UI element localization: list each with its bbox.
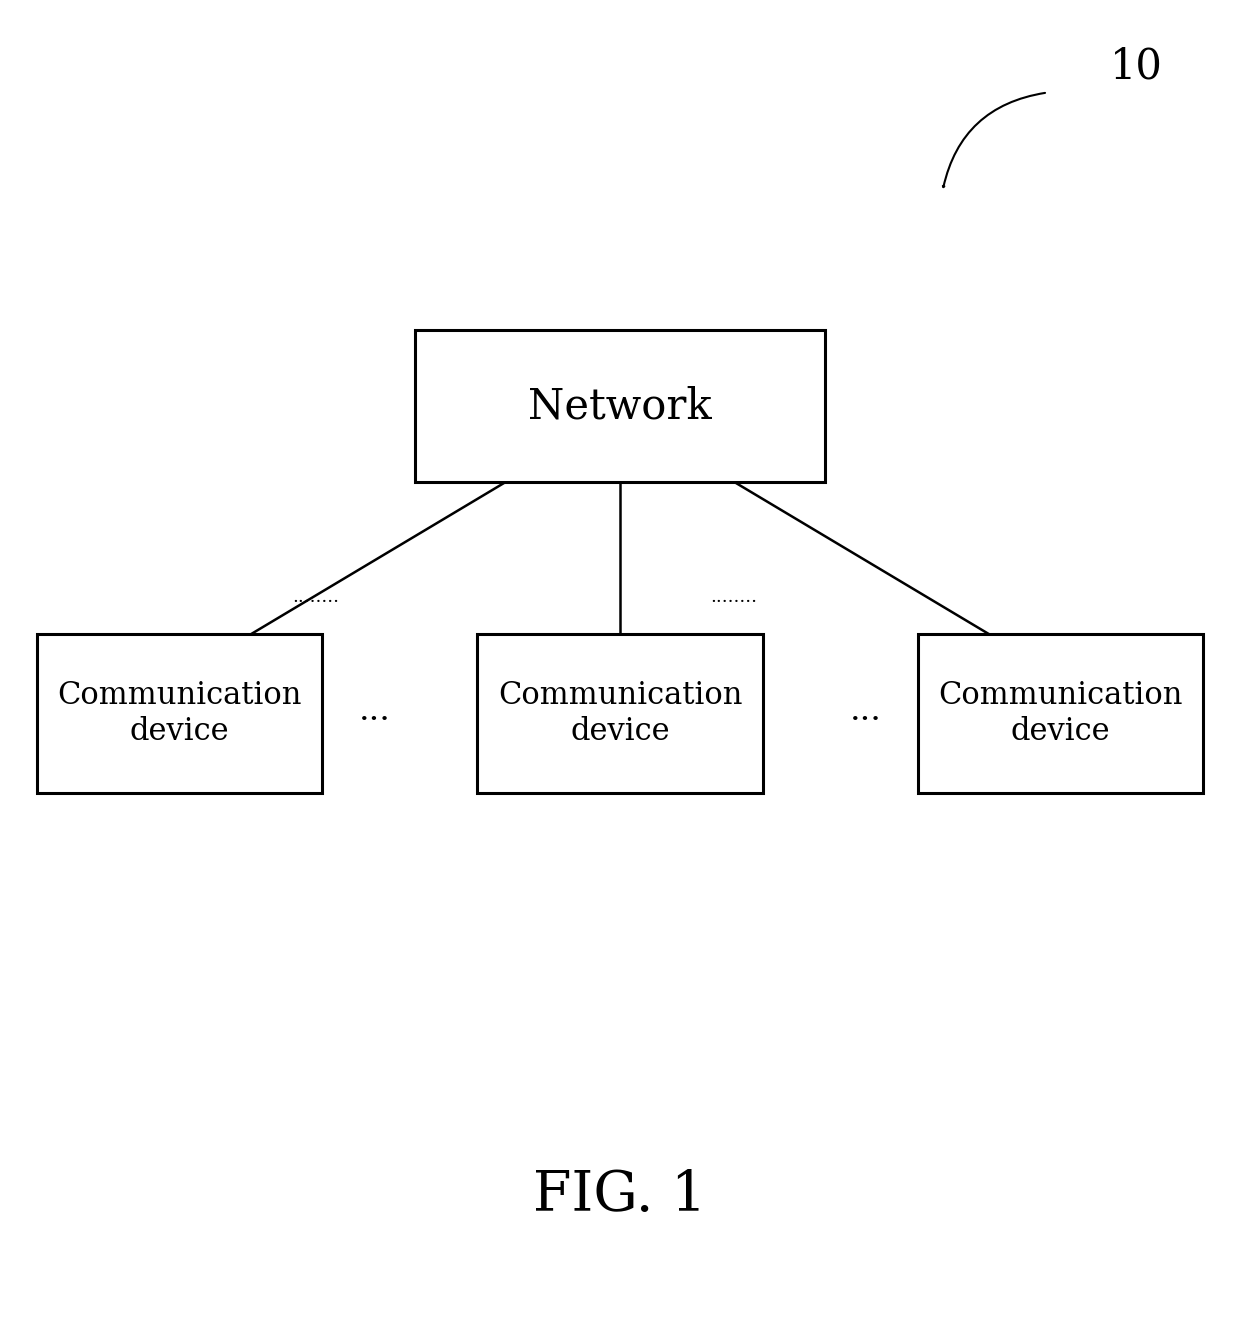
Bar (415, 330, 825, 482)
FancyArrowPatch shape (942, 92, 1045, 188)
Text: ...: ... (358, 695, 391, 727)
Text: 10: 10 (1110, 45, 1163, 87)
Text: FIG. 1: FIG. 1 (533, 1168, 707, 1223)
Text: Network: Network (528, 386, 712, 427)
Text: ........: ........ (711, 588, 758, 606)
Bar (37, 634, 322, 793)
Text: Communication
device: Communication device (937, 680, 1183, 746)
Text: ........: ........ (293, 588, 340, 606)
Text: Communication
device: Communication device (497, 680, 743, 746)
Bar (918, 634, 1203, 793)
Text: Communication
device: Communication device (57, 680, 303, 746)
Bar (477, 634, 763, 793)
Text: ...: ... (849, 695, 882, 727)
